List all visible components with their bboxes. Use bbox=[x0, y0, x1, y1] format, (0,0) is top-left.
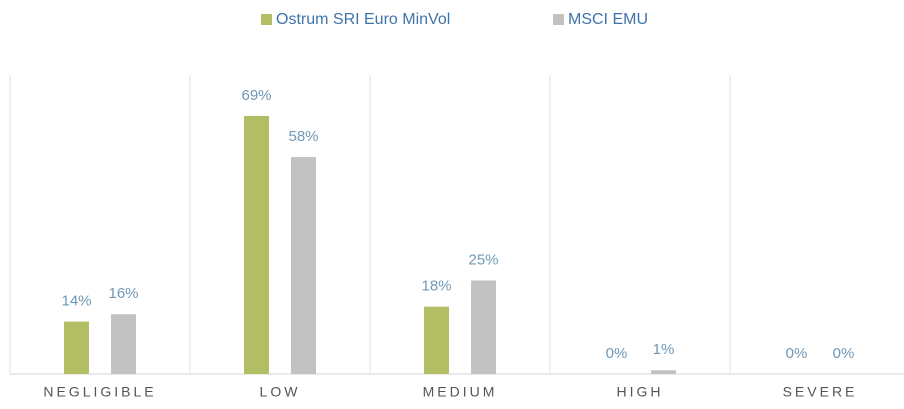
bar bbox=[64, 321, 89, 374]
bar bbox=[291, 157, 316, 374]
data-label: 16% bbox=[108, 285, 138, 302]
data-label: 69% bbox=[241, 87, 271, 104]
x-tick-label: NEGLIGIBLE bbox=[43, 384, 156, 400]
data-label: 25% bbox=[468, 251, 498, 268]
x-tick-label: MEDIUM bbox=[423, 384, 498, 400]
data-label: 58% bbox=[288, 128, 318, 145]
data-label: 0% bbox=[833, 345, 855, 362]
bar bbox=[651, 370, 676, 374]
x-tick-label: SEVERE bbox=[783, 384, 858, 400]
bar bbox=[111, 314, 136, 374]
legend-label: MSCI EMU bbox=[568, 11, 648, 28]
x-tick-label: HIGH bbox=[617, 384, 664, 400]
legend-label: Ostrum SRI Euro MinVol bbox=[276, 11, 450, 28]
legend-swatch bbox=[553, 14, 564, 25]
data-label: 0% bbox=[786, 345, 808, 362]
bar bbox=[471, 280, 496, 374]
legend-swatch bbox=[261, 14, 272, 25]
data-label: 0% bbox=[606, 345, 628, 362]
data-label: 1% bbox=[653, 341, 675, 358]
bar bbox=[424, 306, 449, 374]
data-label: 18% bbox=[421, 278, 451, 295]
bar bbox=[244, 115, 269, 374]
x-tick-label: LOW bbox=[260, 384, 301, 400]
data-label: 14% bbox=[61, 293, 91, 310]
